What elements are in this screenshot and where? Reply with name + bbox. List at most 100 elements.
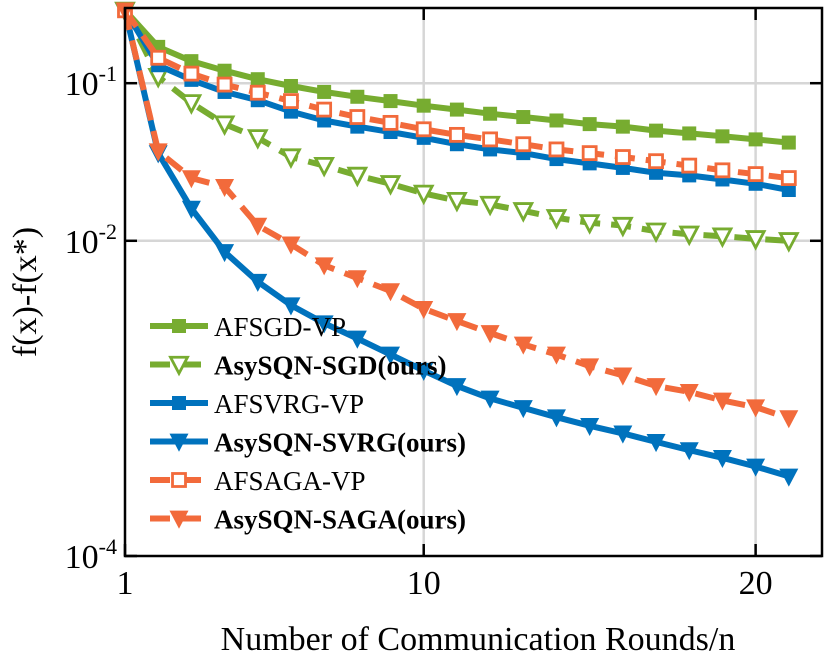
series-3-point-14 [580,417,600,437]
legend-marker-0 [172,319,186,333]
series-3-point-2 [181,200,201,219]
series-3-point-12 [513,400,533,419]
series-3-point-4 [248,273,268,292]
series-4-point-11 [482,131,498,148]
legend-marker-1 [168,355,190,377]
series-1-point-5 [280,148,302,169]
series-4-point-14 [581,145,598,162]
series-3-point-19 [746,458,766,477]
series-5-point-5 [281,236,301,255]
series-4-point-18 [714,162,731,179]
series-1-point-7 [346,166,369,188]
series-0-point-3 [217,63,232,78]
series-4-point-7 [349,109,366,125]
series-5-point-14 [580,358,600,377]
series-4-point-2 [183,65,200,82]
legend-entry-2: AFSVRG-VP [150,389,364,419]
series-0-point-14 [582,117,597,132]
series-0-point-20 [781,135,796,150]
series-0-point-6 [317,84,332,99]
series-5 [115,2,799,429]
series-4-point-3 [216,76,233,93]
series-1-point-19 [744,230,767,251]
series-5-point-19 [746,399,766,418]
legend-marker-4 [171,472,187,488]
series-3-point-13 [546,409,566,428]
series-1-point-12 [512,202,535,223]
legend-entry-1: AsySQN-SGD(ours) [150,351,447,381]
series-1 [114,1,800,253]
series-5-point-6 [314,257,334,276]
series-1-point-20 [777,232,800,253]
legend-entry-5: AsySQN-SAGA(ours) [150,505,466,535]
series-4-point-15 [614,149,631,165]
series-1-point-16 [645,222,667,244]
series-4-point-12 [515,136,532,153]
series-5-point-10 [447,313,467,332]
y-axis-title: f(x)-f(x*) [7,227,44,357]
series-0-point-9 [416,98,431,113]
y-tick-exponent-0: -1 [99,61,117,86]
series-5-point-17 [679,384,699,403]
series-5-point-18 [712,392,732,411]
y-tick-base-2: 10 [65,539,99,576]
legend-marker-3 [169,433,189,452]
series-4-point-19 [747,166,764,182]
series-5-point-2 [181,170,201,189]
series-5-point-9 [414,301,434,320]
series-0-point-11 [483,106,498,121]
series-5-point-11 [480,325,500,344]
series-0-point-8 [383,94,398,109]
x-tick-label-0: 1 [117,565,134,602]
series-3-point-5 [281,297,301,316]
series-1-point-18 [711,227,734,249]
series-4-point-5 [283,93,299,109]
series-5-point-12 [513,336,533,355]
series-0-point-15 [615,119,630,134]
series-5-point-15 [613,367,633,386]
series-5-point-13 [546,346,566,365]
series-0-point-16 [649,123,664,138]
series-3-point-10 [447,378,467,397]
series-3-point-17 [679,442,699,461]
series-1-point-13 [545,209,568,230]
y-tick-base-1: 10 [65,224,99,261]
y-tick-base-0: 10 [65,66,99,103]
plot-frame [123,6,824,558]
series-1-point-3 [213,115,236,137]
series-1-point-9 [412,184,435,206]
series-4-point-17 [681,157,698,174]
series-1-point-11 [479,195,501,217]
series-4-point-16 [648,153,664,170]
series-4-point-4 [249,84,266,101]
series-0-point-12 [516,110,531,125]
series-0-point-5 [283,78,298,93]
series-3-point-11 [480,390,500,409]
series-0-point-2 [184,54,199,69]
series-line-4 [122,8,790,182]
series-0-point-4 [250,72,265,87]
series-1-point-2 [180,94,203,115]
series-5-point-3 [215,179,235,198]
series-0-point-10 [449,102,464,117]
series-0-point-7 [350,89,365,104]
series-3-point-20 [779,468,799,487]
series-5-point-7 [347,270,367,289]
x-axis-title: Number of Communication Rounds/n [221,621,736,658]
y-tick-exponent-1: -2 [99,219,117,244]
y-tick-exponent-2: -4 [99,534,117,559]
series-0-point-17 [682,126,697,141]
legend: AFSGD-VP AsySQN-SGD(ours) AFSVRG-VP AsySQN-… [150,312,466,535]
series-4-point-6 [316,101,333,118]
legend-label-0: AFSGD-VP [214,312,346,342]
series-3-point-15 [613,425,633,444]
x-tick-label-1: 10 [407,565,441,602]
series-1-point-8 [379,175,402,196]
series-3-point-7 [347,330,367,349]
legend-entry-4: AFSAGA-VP [150,466,366,496]
series-0-point-19 [748,132,763,147]
legend-label-4: AFSAGA-VP [214,466,366,496]
series-5-point-1 [148,143,168,162]
series-3-point-8 [381,346,401,365]
